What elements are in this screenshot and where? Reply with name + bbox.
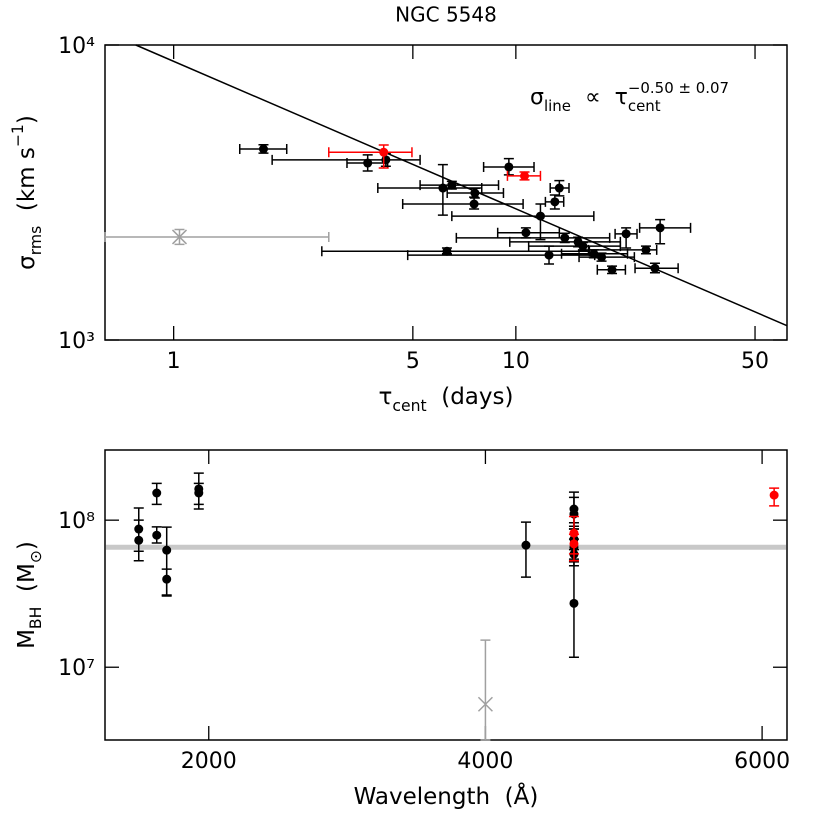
point [520, 171, 530, 181]
point [607, 265, 617, 275]
point [381, 155, 391, 165]
label-part: τ [379, 384, 393, 410]
panel: 1 5 10 50 10³ 10⁴ [58, 34, 788, 374]
x-error-bar [271, 154, 421, 165]
point [442, 246, 452, 256]
label-part: Wavelength (Å) [354, 782, 539, 810]
label-part: (km s [14, 147, 40, 226]
point [641, 245, 651, 255]
label-part: (M [14, 563, 40, 606]
x-error-bar [451, 211, 595, 222]
panel: 2000 4000 6000 10⁷ 10⁸ [58, 449, 790, 774]
x-error-bar [638, 222, 692, 233]
point [569, 528, 579, 538]
point [194, 488, 204, 498]
subscript: rms [26, 226, 45, 256]
x-tick-label: 2000 [181, 749, 237, 774]
point [597, 252, 607, 262]
y-tick-label: 10³ [58, 329, 95, 354]
label-part: σ [14, 255, 40, 270]
point [258, 144, 268, 154]
point [550, 197, 560, 207]
x-error-bar [328, 147, 413, 158]
point [569, 598, 579, 608]
x-error-bar [578, 252, 636, 263]
point [470, 188, 480, 198]
point [589, 249, 599, 259]
x-axis-title: τcent (days) [379, 384, 514, 415]
point [560, 233, 570, 243]
x-error-bar [401, 199, 524, 210]
x-error-bar [321, 246, 591, 257]
point [521, 540, 531, 550]
label-part: M [14, 629, 40, 649]
point [363, 158, 373, 168]
x-error-bar [104, 231, 330, 242]
annotation: σline ∝ τcent−0.50 ± 0.07 [530, 79, 729, 115]
label-part: σ [530, 85, 544, 110]
point [379, 147, 389, 157]
y-axis-title: MBH (M⊙) [14, 541, 45, 649]
point [521, 228, 531, 238]
plot-frame [104, 44, 788, 341]
point [447, 180, 457, 190]
point [650, 263, 660, 273]
subscript: line [544, 97, 571, 115]
x-axis-title: Wavelength (Å) [354, 782, 539, 810]
point [504, 162, 514, 172]
x-tick-label: 10 [502, 349, 530, 374]
subscript: BH [26, 607, 45, 629]
superscript: −0.50 ± 0.07 [628, 79, 729, 97]
point [469, 199, 479, 209]
label-part: ∝ τ [571, 85, 628, 110]
point [152, 530, 162, 540]
point [655, 223, 665, 233]
point [621, 229, 631, 239]
point [578, 241, 588, 251]
point [569, 539, 579, 549]
point [152, 488, 162, 498]
x-tick-label: 5 [406, 349, 420, 374]
subscript: cent [392, 396, 426, 415]
x-tick-label: 1 [167, 349, 181, 374]
x-tick-label: 6000 [734, 749, 790, 774]
label-part: ) [14, 541, 40, 550]
y-error-bar [480, 639, 491, 741]
point [769, 490, 779, 500]
x-tick-label: 4000 [457, 749, 513, 774]
y-tick-label: 10⁸ [58, 509, 95, 534]
label-part: ) [14, 115, 40, 124]
y-axis-title: σrms (km s−1) [8, 115, 45, 270]
plot-frame [104, 449, 788, 741]
x-tick-label: 50 [741, 349, 769, 374]
point [134, 535, 144, 545]
point [171, 229, 188, 245]
y-tick-label: 10⁷ [58, 656, 95, 681]
subscript: ⊙ [26, 550, 45, 563]
point [554, 183, 564, 193]
chart-title: NGC 5548 [395, 3, 497, 27]
point [162, 574, 172, 584]
label-part: (days) [427, 384, 514, 410]
x-error-bar [455, 232, 611, 243]
point [544, 250, 554, 260]
subscript: cent [628, 97, 661, 115]
x-error-bar [419, 180, 500, 191]
point [477, 696, 493, 712]
point [162, 545, 172, 555]
superscript: −1 [8, 124, 27, 147]
y-error-bar [568, 558, 579, 658]
y-tick-label: 10⁴ [58, 34, 95, 59]
y-error-bar [535, 203, 546, 241]
point [535, 211, 545, 221]
